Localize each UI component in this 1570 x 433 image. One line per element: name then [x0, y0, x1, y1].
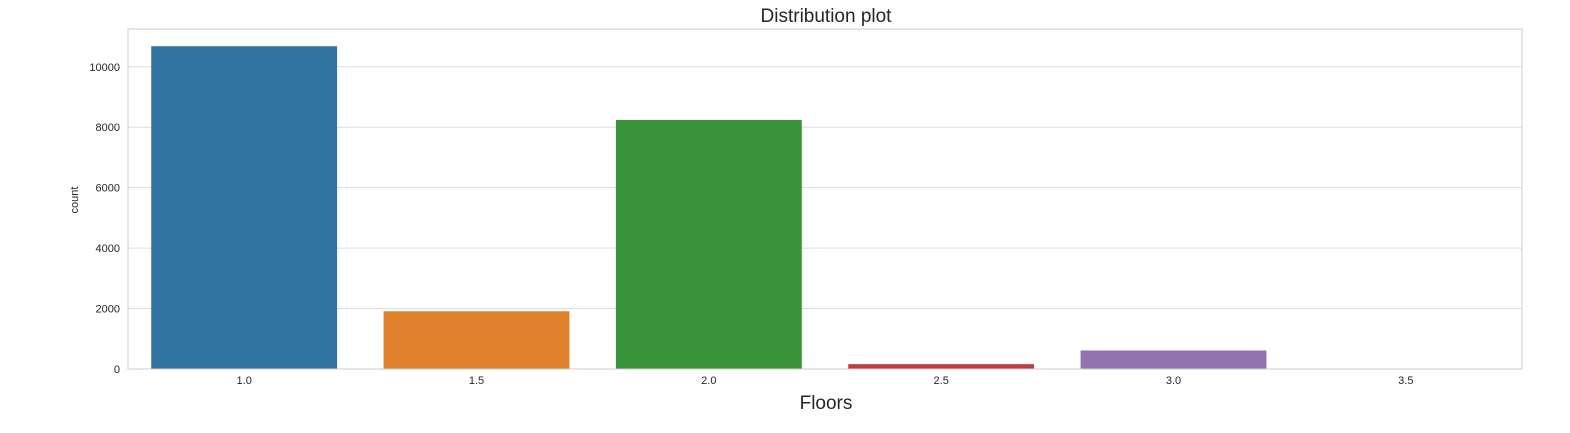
y-tick-label: 0 [114, 364, 120, 376]
bar-1.0 [151, 46, 338, 370]
x-axis-label: Floors [800, 393, 853, 414]
bar-2.5 [848, 364, 1035, 369]
bar-1.5 [383, 311, 570, 369]
y-tick-label: 8000 [96, 122, 120, 134]
bar-2.0 [615, 119, 802, 370]
x-tick-label: 2.5 [934, 375, 949, 387]
y-tick-label: 10000 [89, 62, 120, 74]
chart-title: Distribution plot [761, 6, 893, 27]
x-tick-label: 2.0 [701, 375, 716, 387]
y-tick-label: 6000 [96, 183, 120, 195]
bar-3.0 [1080, 350, 1267, 369]
plot-frame [127, 28, 1523, 370]
x-tick-label: 3.0 [1166, 375, 1181, 387]
y-tick-labels: 0 2000 4000 6000 8000 10000 [89, 62, 120, 376]
x-tick-label: 1.0 [237, 375, 252, 387]
x-tick-label: 3.5 [1398, 375, 1413, 387]
y-axis-label: count [69, 187, 81, 214]
x-tick-labels: 1.0 1.5 2.0 2.5 3.0 3.5 [237, 375, 1414, 387]
x-tick-label: 1.5 [469, 375, 484, 387]
y-tick-label: 2000 [96, 304, 120, 316]
bars [151, 46, 1499, 370]
y-tick-label: 4000 [96, 243, 120, 255]
